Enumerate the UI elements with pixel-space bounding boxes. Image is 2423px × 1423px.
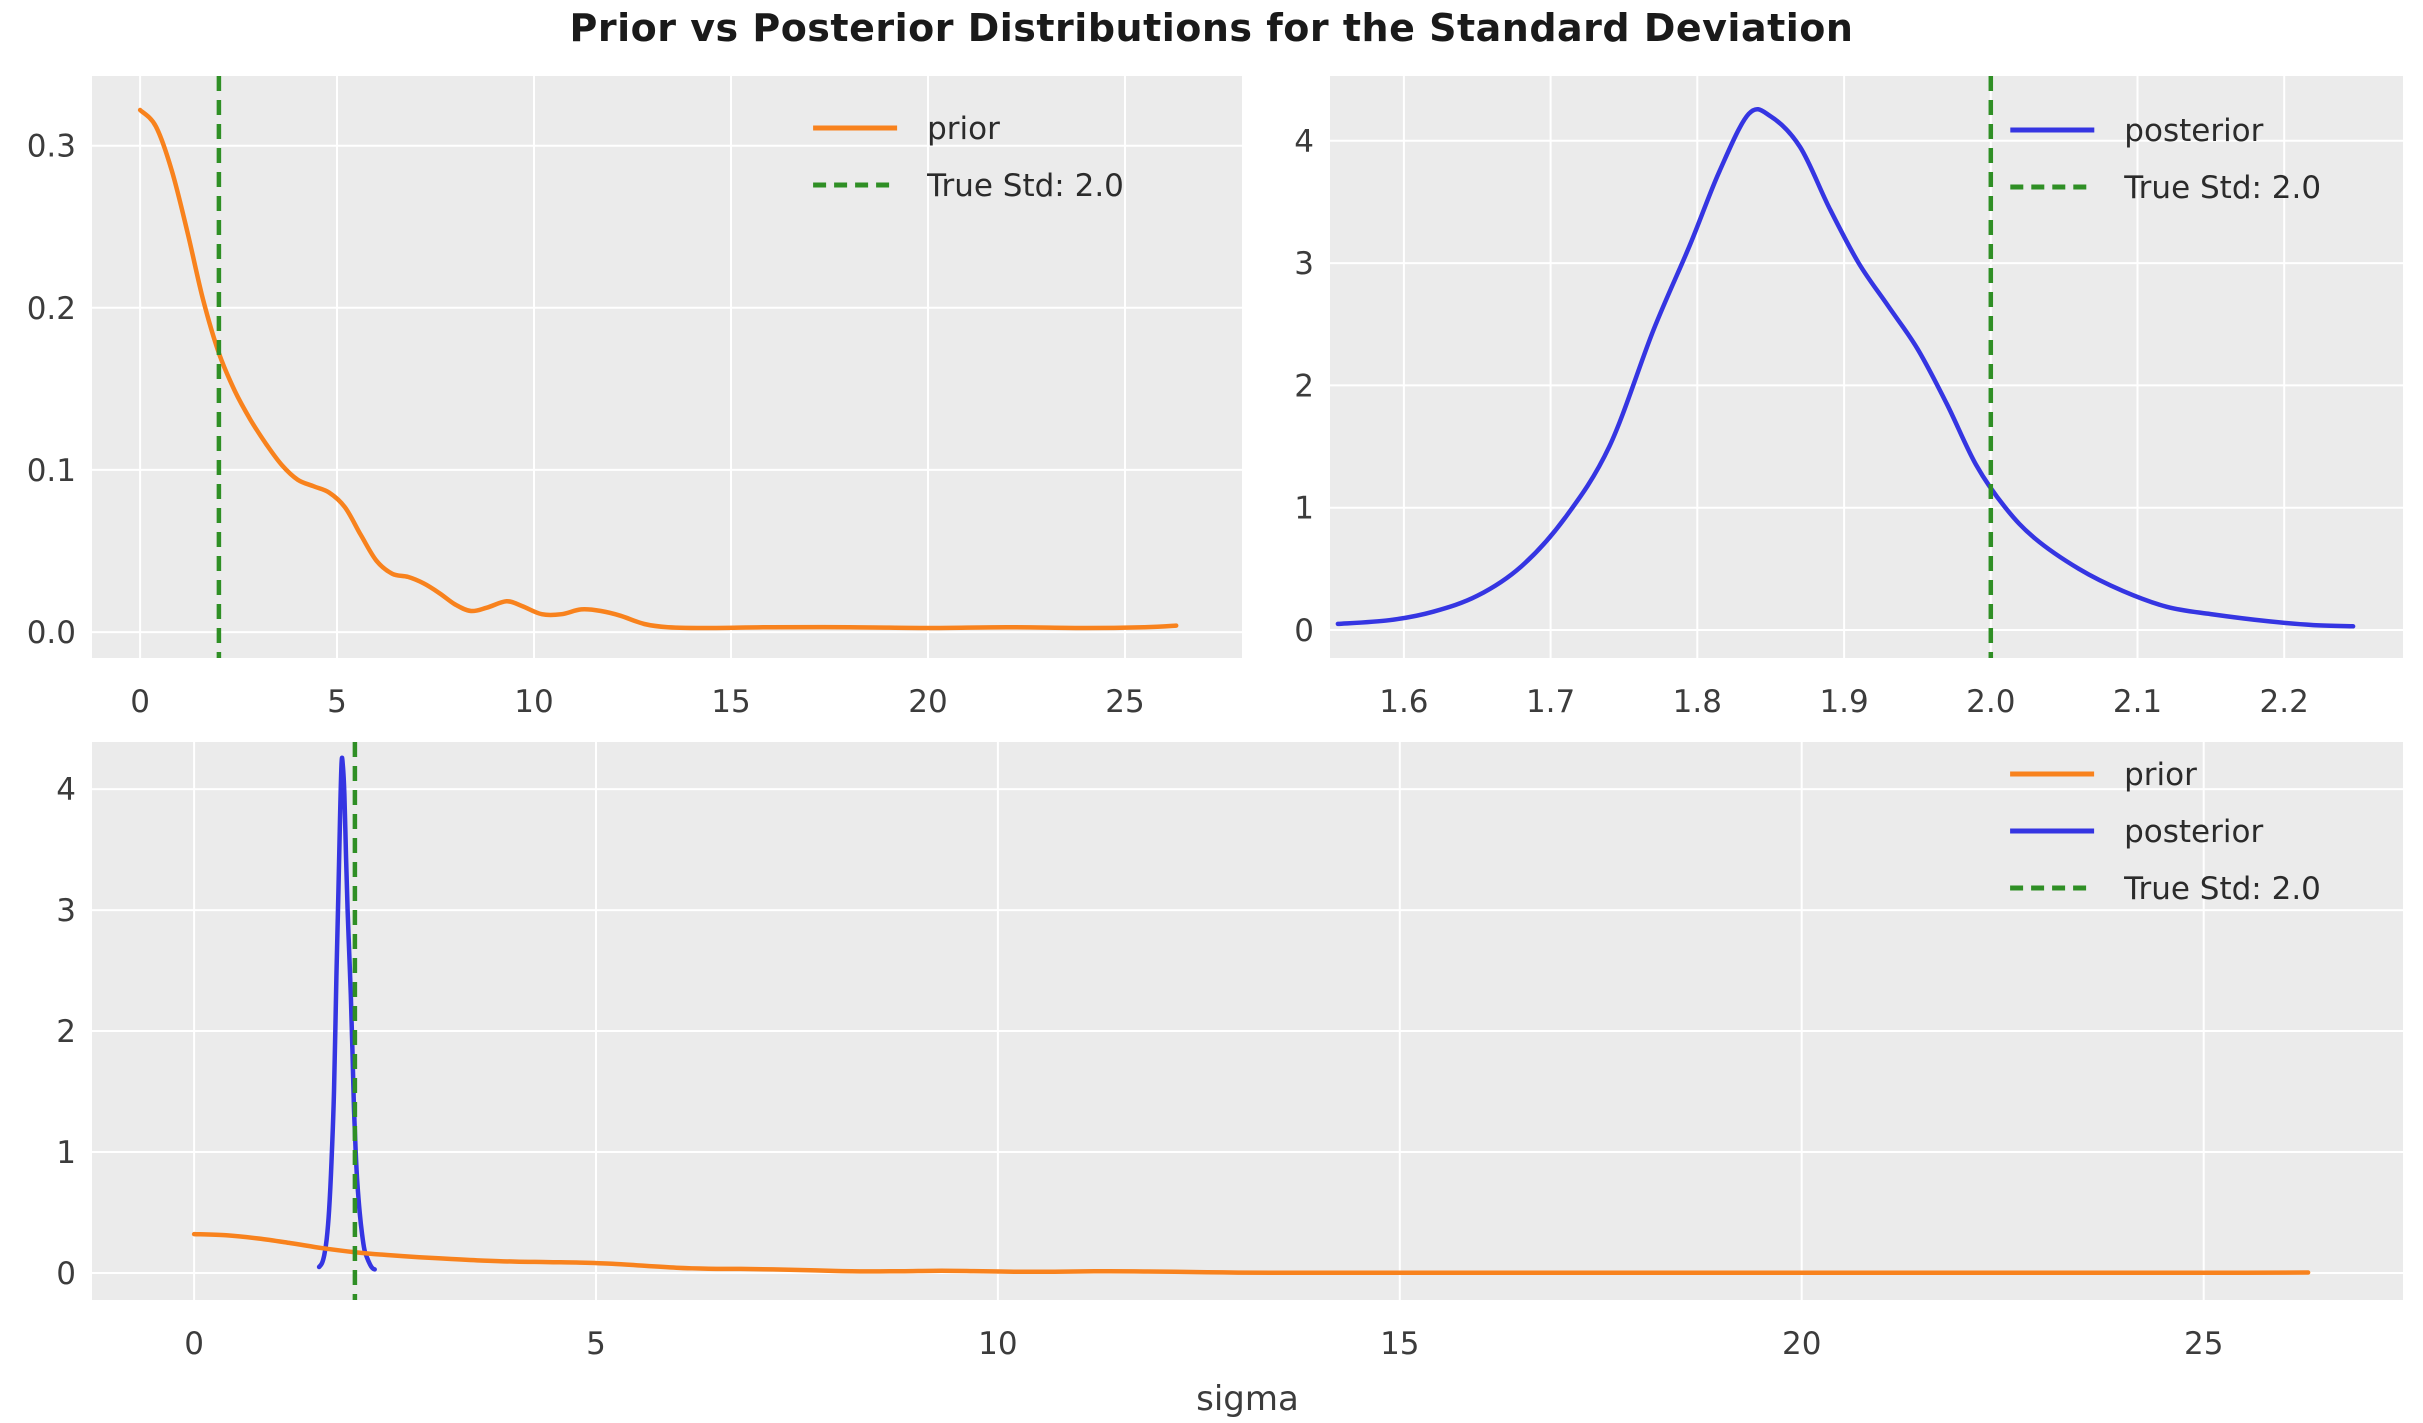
x-tick-label: 20	[1782, 1326, 1821, 1362]
posterior-line	[1335, 106, 2356, 629]
x-tick-label: 15	[1380, 1326, 1419, 1362]
x-tick-label: 1.8	[1673, 684, 1722, 720]
y-tick-label: 0.2	[27, 291, 76, 327]
legend-label: prior	[2124, 757, 2197, 793]
legend-item-prior: prior	[813, 111, 1000, 147]
x-tick-label: 2.1	[2113, 684, 2162, 720]
x-tick-label: 20	[908, 684, 947, 720]
panel-background	[92, 742, 2403, 1300]
panel-background	[1330, 76, 2403, 658]
legend-label: True Std: 2.0	[2123, 871, 2321, 907]
x-tick-label: 1.7	[1526, 684, 1575, 720]
x-axis-label: sigma	[1196, 1379, 1299, 1419]
legend: posterior True Std: 2.0	[2010, 113, 2321, 206]
legend-label: True Std: 2.0	[926, 168, 1124, 204]
x-tick-label: 2.0	[1966, 684, 2015, 720]
legend-item-prior: prior	[2010, 757, 2197, 793]
prior-panel: 0 5 10 15 20 25 0.0 0.1 0.2 0.3 prior True Std: 2.0	[27, 76, 1242, 720]
x-tick-label: 0	[130, 684, 150, 720]
x-tick-label: 5	[586, 1326, 606, 1362]
x-tick-label: 10	[514, 684, 553, 720]
x-tick-label: 15	[711, 684, 750, 720]
posterior-line	[316, 755, 377, 1272]
y-tick-label: 0	[56, 1256, 76, 1292]
legend: prior True Std: 2.0	[813, 111, 1124, 204]
legend-item-true-std: True Std: 2.0	[2010, 170, 2321, 206]
y-tick-label: 1	[1294, 491, 1314, 527]
panel-background	[92, 76, 1242, 658]
y-tick-label: 2	[1294, 368, 1314, 404]
y-tick-label: 0.3	[27, 129, 76, 165]
legend: prior posterior True Std: 2.0	[2010, 757, 2321, 907]
legend-item-posterior: posterior	[2010, 814, 2263, 850]
y-tick-label: 4	[1294, 124, 1314, 160]
x-tick-label: 1.9	[1819, 684, 1868, 720]
y-tick-label: 3	[1294, 246, 1314, 282]
legend-label: posterior	[2124, 814, 2263, 850]
x-tick-label: 10	[978, 1326, 1017, 1362]
legend-item-true-std: True Std: 2.0	[813, 168, 1124, 204]
prior-line	[137, 107, 1179, 631]
x-tick-label: 0	[184, 1326, 204, 1362]
x-tick-label: 25	[2184, 1326, 2223, 1362]
y-tick-label: 0	[1294, 613, 1314, 649]
y-tick-label: 0.0	[27, 615, 76, 651]
legend-label: prior	[927, 111, 1000, 147]
x-tick-label: 5	[327, 684, 347, 720]
y-tick-label: 2	[56, 1014, 76, 1050]
legend-item-true-std: True Std: 2.0	[2010, 871, 2321, 907]
posterior-panel: 1.6 1.7 1.8 1.9 2.0 2.1 2.2 0 1 2 3 4 posterior True …	[1294, 76, 2403, 720]
y-tick-label: 3	[56, 893, 76, 929]
legend-label: posterior	[2124, 113, 2263, 149]
x-tick-label: 25	[1105, 684, 1144, 720]
x-tick-label: 2.2	[2260, 684, 2309, 720]
y-tick-label: 1	[56, 1135, 76, 1171]
combined-panel: 0 5 10 15 20 25 0 1 2 3 4 sigma prior posterior True S…	[56, 742, 2403, 1419]
figure-title: Prior vs Posterior Distributions for the…	[569, 6, 1854, 50]
legend-item-posterior: posterior	[2010, 113, 2264, 149]
y-tick-label: 4	[56, 772, 76, 808]
x-tick-label: 1.6	[1379, 684, 1428, 720]
prior-line	[191, 1231, 2311, 1275]
legend-label: True Std: 2.0	[2123, 170, 2321, 206]
y-tick-label: 0.1	[27, 453, 76, 489]
